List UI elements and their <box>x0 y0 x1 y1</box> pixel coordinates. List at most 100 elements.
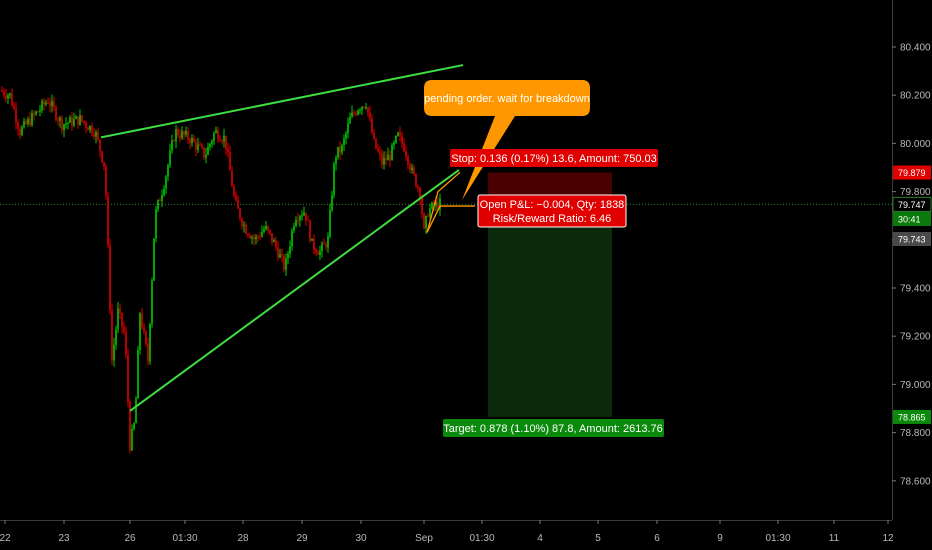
candle-body <box>217 130 219 140</box>
candle-body <box>149 323 151 362</box>
price-badge-entry: 79.743 <box>898 235 926 245</box>
target-label: Target: 0.878 (1.10%) 87.8, Amount: 2613… <box>443 423 663 435</box>
candle-body <box>239 208 241 219</box>
candle-body <box>3 91 5 96</box>
candle-body <box>97 132 99 140</box>
candle-body <box>265 226 267 229</box>
risk-reward-label: Risk/Reward Ratio: 6.46 <box>493 213 612 225</box>
candle-body <box>105 166 107 196</box>
candle-body <box>281 254 283 256</box>
candle-body <box>349 117 351 124</box>
candle-body <box>65 123 67 125</box>
candle-body <box>399 132 401 136</box>
candle-body <box>89 125 91 131</box>
candle-body <box>241 218 243 226</box>
candle-body <box>127 354 129 402</box>
price-badge-stop-bg <box>893 165 931 180</box>
candle-body <box>221 140 223 142</box>
candle-body <box>135 398 137 424</box>
candle-body <box>331 195 333 211</box>
candle-body <box>353 112 355 114</box>
candle-body <box>11 93 13 106</box>
candle-body <box>271 233 273 243</box>
candle-body <box>391 144 393 161</box>
x-tick-label: 28 <box>237 533 249 544</box>
candle-body <box>77 116 79 125</box>
candle-body <box>383 157 385 165</box>
candle-body <box>81 115 83 121</box>
candle-body <box>183 131 185 135</box>
candle-body <box>115 329 117 345</box>
candle-body <box>397 132 399 136</box>
x-tick-label: 9 <box>717 533 723 544</box>
candle-body <box>103 161 105 167</box>
callout-text: pending order. wait for breakdown <box>424 93 590 105</box>
candle-body <box>431 202 433 209</box>
candle-body <box>289 246 291 254</box>
stop-label-bg <box>450 149 658 167</box>
candle-body <box>85 122 87 128</box>
candle-body <box>19 128 21 136</box>
candle-body <box>225 135 227 150</box>
x-tick-label: 01:30 <box>469 533 494 544</box>
y-tick-label: 80.200 <box>900 91 931 102</box>
candle-body <box>273 240 275 243</box>
candle-body <box>75 116 77 119</box>
candle-body <box>301 215 303 217</box>
candle-body <box>67 122 69 124</box>
candle-body <box>231 170 233 187</box>
candle-body <box>163 188 165 195</box>
candle-body <box>93 133 95 137</box>
candle-body <box>329 210 331 237</box>
target-zone <box>488 205 612 417</box>
candle-body <box>191 137 193 144</box>
candle-body <box>83 120 85 123</box>
candle-body <box>405 151 407 157</box>
price-badge-target-bg <box>893 409 931 424</box>
lower-wedge-line <box>129 169 460 412</box>
candle-body <box>41 101 43 110</box>
candle-body <box>255 236 257 240</box>
candle-body <box>23 120 25 128</box>
candle-body <box>247 233 249 236</box>
candle-body <box>207 146 209 155</box>
x-tick-label: 4 <box>537 533 543 544</box>
candle-body <box>47 102 49 104</box>
candle-body <box>205 154 207 158</box>
candle-body <box>413 167 415 174</box>
y-tick-label: 79.200 <box>900 332 931 343</box>
candle-body <box>385 157 387 161</box>
stop-label: Stop: 0.136 (0.17%) 13.6, Amount: 750.03 <box>451 153 656 165</box>
candle-body <box>155 209 157 239</box>
candle-body <box>381 154 383 165</box>
price-badge-countdown: 30:41 <box>898 215 921 225</box>
candle-body <box>223 135 225 142</box>
candle-body <box>363 106 365 108</box>
x-tick-label: 11 <box>829 533 840 544</box>
candle-body <box>403 143 405 152</box>
candle-body <box>423 213 425 229</box>
x-tick-label: 23 <box>58 533 70 544</box>
candle-body <box>251 237 253 239</box>
x-tick-label: Sep <box>415 533 433 544</box>
candle-body <box>15 108 17 123</box>
candle-body <box>365 107 367 109</box>
candle-body <box>99 139 101 152</box>
candle-body <box>261 231 263 237</box>
candle-body <box>343 138 345 146</box>
candle-body <box>197 144 199 150</box>
candle-body <box>311 238 313 241</box>
candle-body <box>415 173 417 187</box>
candle-body <box>61 117 63 131</box>
candle-body <box>147 344 149 362</box>
y-tick-label: 79.400 <box>900 284 931 295</box>
x-tick-label: 30 <box>355 533 367 544</box>
candle-body <box>305 212 307 221</box>
candle-body <box>295 220 297 226</box>
candle-body <box>53 101 55 108</box>
candle-body <box>257 236 259 238</box>
candle-body <box>187 131 189 140</box>
candle-body <box>113 344 115 361</box>
candle-body <box>69 117 71 123</box>
